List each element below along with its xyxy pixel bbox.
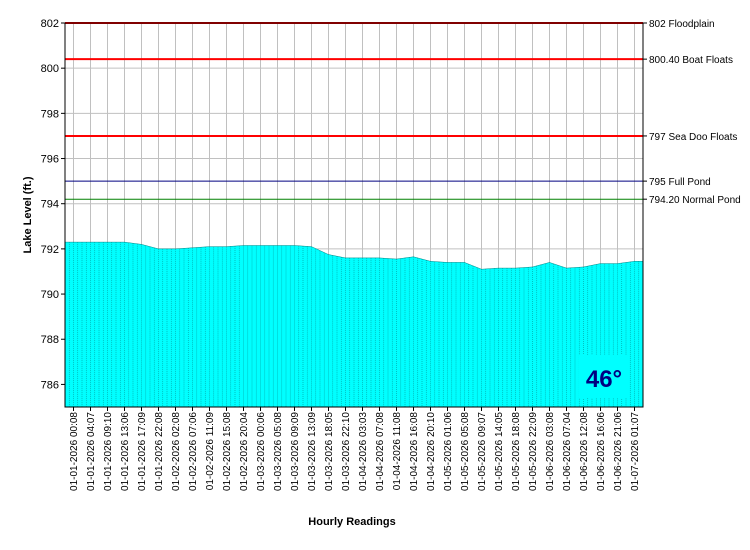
- x-tick-label: 01-05-2026 22:09: [528, 412, 539, 491]
- x-tick-label: 01-06-2026 21:06: [613, 412, 624, 491]
- x-tick-label: 01-06-2026 07:04: [562, 412, 573, 491]
- reference-label: 795 Full Pond: [649, 177, 711, 188]
- x-tick-label: 01-05-2026 05:08: [460, 412, 471, 491]
- x-tick-label: 01-04-2026 03:03: [358, 412, 369, 491]
- x-tick-label: 01-04-2026 16:08: [409, 412, 420, 491]
- temperature-value: 46°: [586, 366, 622, 393]
- x-tick-label: 01-02-2026 20:04: [239, 412, 250, 491]
- y-tick-label: 802: [41, 18, 59, 30]
- x-tick-label: 01-02-2026 15:08: [222, 412, 233, 491]
- x-axis-title: Hourly Readings: [308, 516, 395, 528]
- x-tick-label: 01-03-2026 22:10: [341, 412, 352, 491]
- x-tick-label: 01-05-2026 18:08: [511, 412, 522, 491]
- x-tick-label: 01-02-2026 07:06: [188, 412, 199, 491]
- y-tick-label: 792: [41, 244, 59, 256]
- reference-label: 797 Sea Doo Floats: [649, 132, 737, 143]
- reference-label: 800.40 Boat Floats: [649, 55, 733, 66]
- temperature-badge-background: [579, 355, 629, 398]
- x-tick-label: 01-04-2026 20:10: [426, 412, 437, 491]
- reference-label: 794.20 Normal Pond: [649, 195, 741, 206]
- x-axis-ticks: 01-01-2026 00:08 01-01-2026 04:07 01-01-20…: [69, 407, 641, 491]
- reference-lines: 802 Floodplain 800.40 Boat Floats 797 Sea …: [65, 19, 741, 206]
- reading-bars: [64, 242, 644, 407]
- x-tick-label: 01-07-2026 01:07: [630, 412, 641, 491]
- y-axis-title: Lake Level (ft.): [22, 176, 34, 253]
- x-tick-label: 01-01-2026 17:09: [137, 412, 148, 491]
- plot-frame: [64, 22, 644, 408]
- x-tick-label: 01-01-2026 00:08: [69, 412, 80, 491]
- y-tick-label: 790: [41, 289, 59, 301]
- x-tick-label: 01-01-2026 04:07: [86, 412, 97, 491]
- y-tick-label: 786: [41, 379, 59, 391]
- x-tick-label: 01-05-2026 09:07: [477, 412, 488, 491]
- reference-label: 802 Floodplain: [649, 19, 715, 30]
- x-tick-label: 01-03-2026 13:09: [307, 412, 318, 491]
- x-tick-label: 01-05-2026 01:06: [443, 412, 454, 491]
- x-tick-label: 01-05-2026 14:05: [494, 412, 505, 491]
- x-tick-label: 01-04-2026 07:08: [375, 412, 386, 491]
- temperature-badge: 46°: [579, 355, 629, 398]
- x-tick-label: 01-03-2026 18:05: [324, 412, 335, 491]
- x-tick-label: 01-01-2026 22:08: [154, 412, 165, 491]
- x-tick-label: 01-06-2026 16:06: [596, 412, 607, 491]
- x-tick-label: 01-02-2026 11:09: [205, 412, 216, 491]
- x-tick-label: 01-06-2026 12:08: [579, 412, 590, 491]
- x-tick-label: 01-06-2026 03:08: [545, 412, 556, 491]
- x-tick-label: 01-04-2026 11:08: [392, 412, 403, 491]
- x-tick-label: 01-01-2026 09:10: [103, 412, 114, 491]
- y-tick-label: 796: [41, 154, 59, 166]
- x-tick-label: 01-02-2026 02:08: [171, 412, 182, 491]
- y-axis-ticks: 786 788 790 792 794 796 798 800 802: [41, 18, 65, 391]
- y-tick-label: 798: [41, 108, 59, 120]
- y-tick-label: 788: [41, 334, 59, 346]
- x-tick-label: 01-03-2026 09:09: [290, 412, 301, 491]
- x-tick-label: 01-03-2026 00:06: [256, 412, 267, 491]
- x-tick-label: 01-01-2026 13:06: [120, 412, 131, 491]
- y-tick-label: 800: [41, 63, 59, 75]
- x-tick-label: 01-03-2026 05:08: [273, 412, 284, 491]
- y-tick-label: 794: [41, 199, 59, 211]
